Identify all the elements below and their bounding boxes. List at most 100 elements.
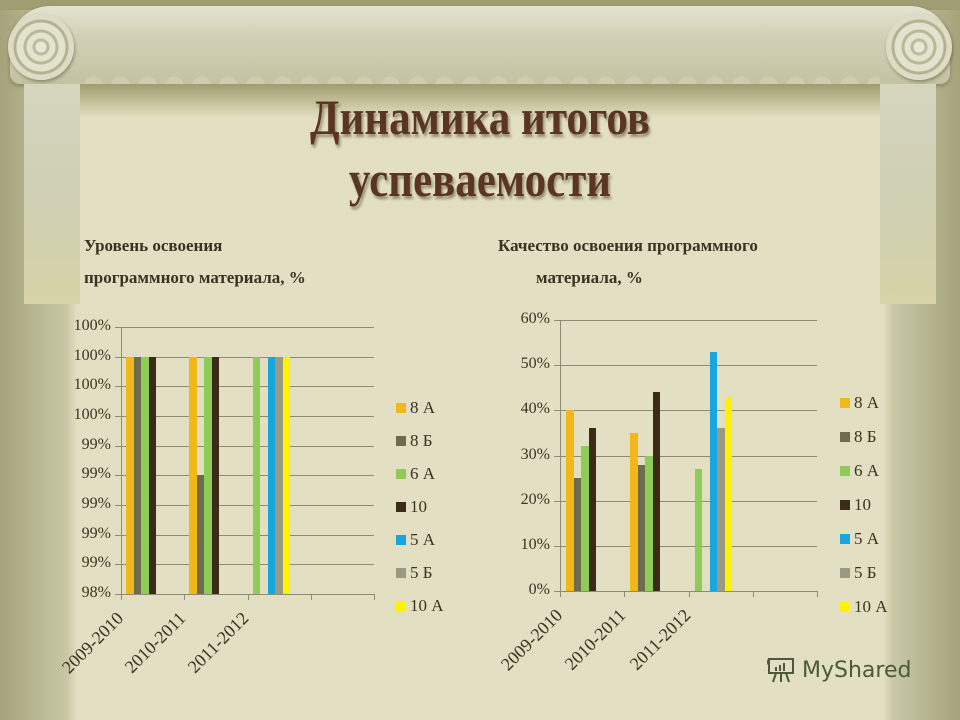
legend-item: 6 А [396,464,435,484]
legend-item: 10 [840,495,871,515]
y-tick-label: 30% [520,445,550,463]
x-tick-mark [817,591,818,597]
legend-item: 5 Б [396,563,433,583]
legend-swatch [840,500,850,510]
bar-2010-2011-8А [189,356,197,594]
legend-item: 6 А [840,461,879,481]
legend-swatch [840,466,850,476]
y-axis [121,327,122,594]
legend-label: 5 А [854,529,880,548]
bar-2010-2011-10 [652,392,661,591]
bar-2011-2012-5Б [717,428,725,591]
x-tick-mark [752,591,754,597]
right-pillar [880,84,936,304]
y-tick-label: 50% [520,355,550,373]
legend-swatch [396,436,406,446]
gridline [115,564,374,566]
bar-2011-2012-5А [267,356,275,594]
bar-2009-2010-6А [141,356,149,594]
bar-2009-2010-8А [566,410,574,591]
bar-2009-2010-8Б [133,356,141,594]
legend-label: 8 Б [854,427,877,446]
gridline [115,327,374,328]
gridline [554,500,817,502]
x-tick-mark [310,594,312,600]
gridline [115,445,374,447]
presentation-board-icon [767,658,794,683]
legend-item: 5 А [840,529,879,549]
bar-2011-2012-10А [282,356,290,594]
title-line-2: успеваемости [348,151,612,207]
spiral-volute-icon [886,14,952,80]
legend-label: 10 [854,495,871,514]
legend-label: 6 А [410,464,436,483]
x-tick-mark [560,591,561,597]
legend-label: 10 А [854,597,888,616]
x-category-label: 2009-2010 [496,605,567,675]
bar-2010-2011-6А [204,356,212,594]
bar-2010-2011-6А [645,455,653,591]
y-tick-label: 100% [73,346,111,364]
bar-2009-2010-8А [126,356,134,594]
gridline [554,365,817,367]
legend-swatch [840,602,850,612]
y-tick-label: 20% [520,490,550,508]
y-tick-label: 0% [528,581,550,598]
left-subtitle-line-1: Уровень освоения [84,236,223,255]
y-tick-label: 60% [520,310,550,327]
bar-2011-2012-5Б [275,356,283,594]
left-pillar [24,84,80,304]
gridline [554,455,817,457]
legend-item: 8 А [396,398,435,418]
bar-2010-2011-8Б [196,475,205,594]
legend-label: 5 Б [854,563,877,582]
legend-item: 10 А [396,596,444,616]
legend-item: 8 А [840,393,879,413]
legend-item: 5 А [396,530,435,550]
legend-swatch [840,398,850,408]
legend-label: 5 Б [410,563,433,582]
legend-label: 10 А [410,596,444,615]
y-axis [560,320,561,591]
gridline [115,594,374,595]
y-tick-label: 99% [81,435,111,453]
bar-2010-2011-10 [211,356,220,594]
left-subtitle-line-2: программного материала, % [84,268,306,287]
gridline [554,410,817,412]
x-tick-mark [624,591,626,597]
header-shade [80,84,880,118]
x-tick-mark [688,591,690,597]
bar-2009-2010-6А [581,446,589,591]
y-tick-label: 100% [73,406,111,423]
gridline [115,386,374,388]
x-tick-mark [184,594,186,600]
bar-2011-2012-6А [694,469,702,591]
legend-label: 10 [410,497,427,516]
y-tick-label: 99% [81,465,111,483]
watermark: MyShared [766,656,911,684]
y-tick-label: 100% [73,376,111,394]
legend-swatch [840,534,850,544]
legend-swatch [396,535,406,545]
x-category-label: 2010-2011 [561,605,630,674]
bar-2011-2012-5А [709,351,717,591]
title-line-1: Динамика итогов [309,89,651,145]
x-tick-mark [121,594,122,600]
y-tick-label: 99% [81,495,111,512]
slide-title: Динамика итогов успеваемости [136,86,824,210]
gridline [115,534,374,536]
gridline [115,356,374,358]
y-tick-label: 40% [520,400,550,418]
legend-label: 8 Б [410,431,433,450]
legend-swatch [396,568,406,578]
x-tick-mark [374,594,375,600]
legend-item: 10 [396,497,427,517]
bar-2011-2012-10А [724,396,732,591]
bar-2009-2010-10 [588,428,596,591]
legend-swatch [840,432,850,442]
right-chart-subtitle: Качество освоения программного материала… [498,230,878,294]
y-tick-label: 100% [73,317,111,334]
right-subtitle-line-2: материала, % [536,268,643,287]
legend-item: 8 Б [840,427,877,447]
